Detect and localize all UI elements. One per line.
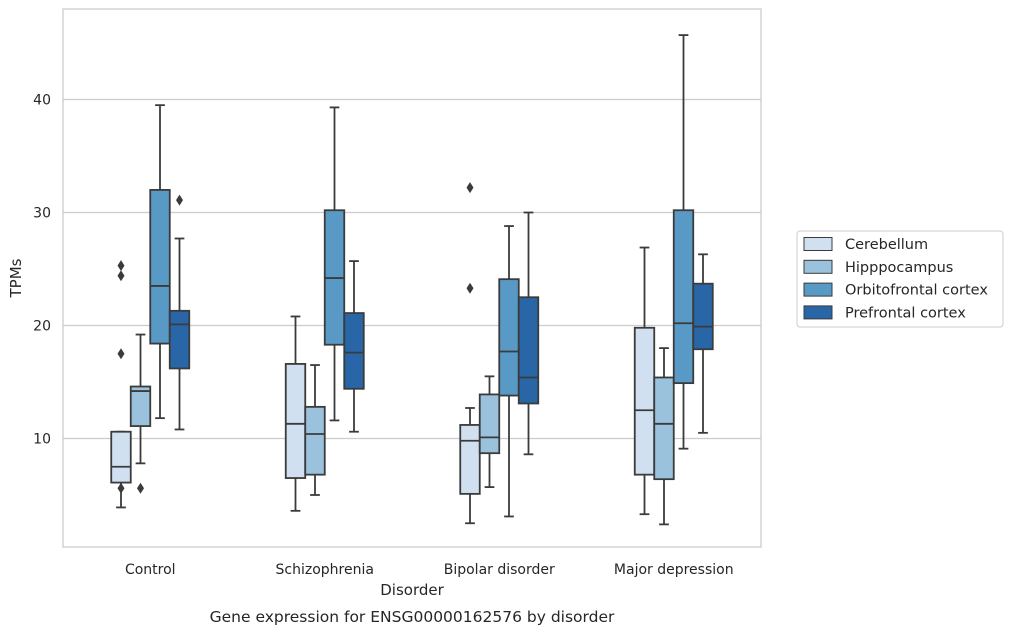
- outlier-point: [466, 182, 474, 194]
- y-tick-label-30: 30: [33, 206, 51, 222]
- box-3-0: [633, 246, 656, 516]
- iqr-box: [304, 405, 326, 476]
- legend-swatch-1: [803, 259, 833, 274]
- iqr-box: [692, 282, 714, 351]
- box-2-2: [498, 225, 520, 518]
- x-tick-label-3: Major depression: [614, 562, 734, 578]
- box-1-3: [343, 260, 365, 433]
- box-2-1: [478, 375, 501, 488]
- outlier-point: [176, 194, 183, 206]
- x-axis-ticks: Control Schizophrenia Bipolar disorder Majo…: [125, 562, 734, 578]
- legend-label-3: Prefrontal cortex: [845, 305, 966, 321]
- legend: Cerebellum Hipppocampus Orbitofrontal cort…: [796, 230, 1004, 328]
- iqr-box: [672, 209, 695, 385]
- box-1-0: [284, 315, 307, 512]
- iqr-box: [284, 363, 307, 479]
- legend-label-1: Hipppocampus: [845, 260, 953, 276]
- y-tick-label-20: 20: [33, 319, 51, 335]
- iqr-box: [517, 296, 540, 405]
- box-1-1: [304, 364, 326, 496]
- box-3-3: [692, 253, 714, 434]
- box-3-2: [672, 34, 695, 450]
- iqr-box: [129, 385, 152, 427]
- outlier-point: [117, 482, 125, 494]
- outlier-point: [117, 270, 125, 282]
- box-0-2: [149, 104, 171, 420]
- box-0-1: [129, 333, 152, 494]
- iqr-box: [459, 424, 481, 495]
- y-tick-label-10: 10: [33, 432, 51, 448]
- iqr-box: [343, 312, 365, 390]
- x-axis-label: Disorder: [380, 581, 444, 599]
- legend-label-0: Cerebellum: [845, 237, 928, 253]
- legend-frame: [796, 230, 1004, 328]
- x-tick-label-0: Control: [125, 562, 176, 578]
- legend-label-2: Orbitofrontal cortex: [845, 283, 988, 299]
- y-axis-label: TPMs: [7, 258, 25, 298]
- legend-swatch-3: [803, 305, 833, 320]
- iqr-box: [149, 188, 171, 345]
- x-tick-label-2: Bipolar disorder: [444, 562, 555, 578]
- y-axis-ticks: 10 20 30 40: [33, 93, 51, 448]
- iqr-box: [633, 326, 656, 476]
- box-0-0: [110, 260, 132, 509]
- outlier-point: [117, 260, 125, 272]
- chart-title: Gene expression for ENSG00000162576 by d…: [210, 608, 615, 626]
- outlier-point: [117, 348, 125, 360]
- box-2-3: [517, 211, 540, 456]
- box-0-3: [168, 194, 191, 431]
- iqr-box: [653, 376, 675, 481]
- outlier-point: [466, 282, 474, 294]
- x-tick-label-1: Schizophrenia: [276, 562, 374, 578]
- y-tick-label-40: 40: [33, 93, 51, 109]
- box-1-2: [323, 106, 346, 422]
- box-2-0: [459, 182, 481, 525]
- iqr-box: [498, 278, 520, 397]
- box-series: [110, 34, 714, 526]
- legend-swatch-0: [803, 237, 833, 251]
- iqr-box: [168, 309, 191, 370]
- iqr-box: [110, 430, 132, 484]
- iqr-box: [478, 393, 501, 455]
- plot-frame: [62, 8, 762, 548]
- legend-swatch-2: [803, 282, 833, 297]
- outlier-point: [137, 482, 144, 494]
- box-3-1: [653, 347, 675, 526]
